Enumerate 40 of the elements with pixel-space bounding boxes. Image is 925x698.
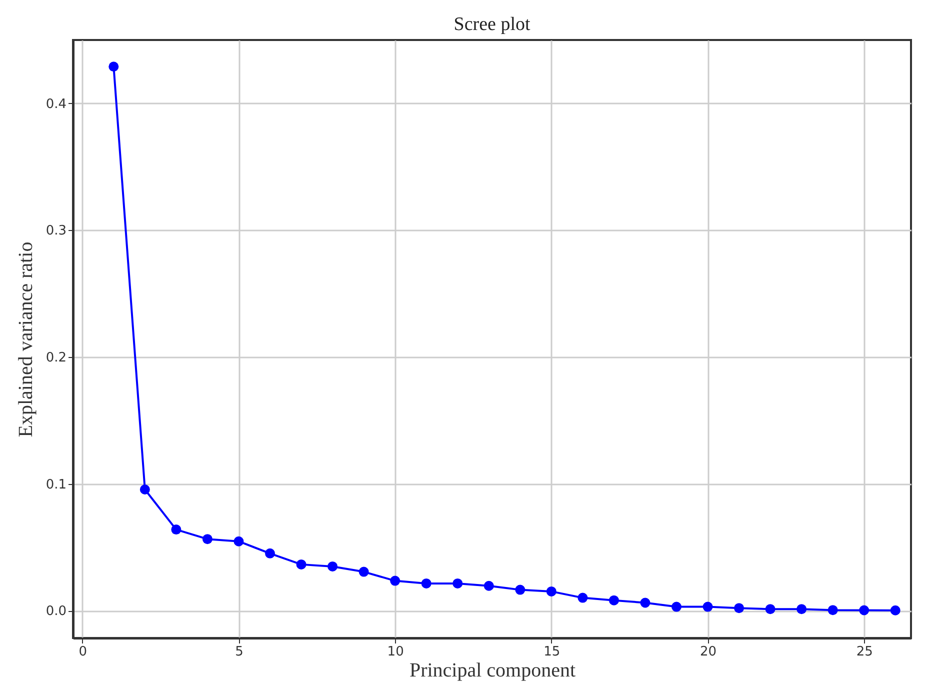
point xyxy=(515,584,526,595)
point xyxy=(202,534,212,544)
point xyxy=(890,605,900,616)
point xyxy=(828,605,838,616)
point xyxy=(578,592,588,603)
chart-title: Scree plot xyxy=(454,14,531,35)
point xyxy=(264,548,275,558)
point xyxy=(640,598,650,608)
x-tick-label: 0 xyxy=(78,644,88,660)
x-tick-label: 5 xyxy=(235,644,244,660)
y-tick-label: 0.3 xyxy=(46,224,66,239)
point xyxy=(734,603,744,614)
point xyxy=(452,578,463,588)
x-tick-label: 15 xyxy=(544,644,560,660)
y-axis-title: Explained variance ratio xyxy=(14,242,37,438)
point xyxy=(421,578,432,588)
point xyxy=(765,604,776,614)
x-axis-title: Principal component xyxy=(409,660,576,682)
x-tick-label: 20 xyxy=(700,644,717,660)
point xyxy=(171,524,182,535)
point xyxy=(859,605,870,616)
point xyxy=(671,602,682,612)
point xyxy=(390,576,400,586)
point xyxy=(796,604,807,614)
y-tick-label: 0.0 xyxy=(46,604,66,620)
y-tick-label: 0.2 xyxy=(46,350,66,366)
x-tick-label: 10 xyxy=(387,644,404,660)
point xyxy=(234,536,244,546)
point xyxy=(608,595,619,606)
point xyxy=(296,559,306,570)
point xyxy=(328,561,338,572)
point xyxy=(108,62,119,72)
y-tick-label: 0.1 xyxy=(46,477,66,492)
point xyxy=(484,580,494,591)
point xyxy=(140,484,150,494)
point xyxy=(546,586,556,596)
x-tick-label: 25 xyxy=(856,644,873,660)
point xyxy=(702,602,713,612)
point xyxy=(358,566,369,577)
y-tick-label: 0.4 xyxy=(46,96,66,112)
